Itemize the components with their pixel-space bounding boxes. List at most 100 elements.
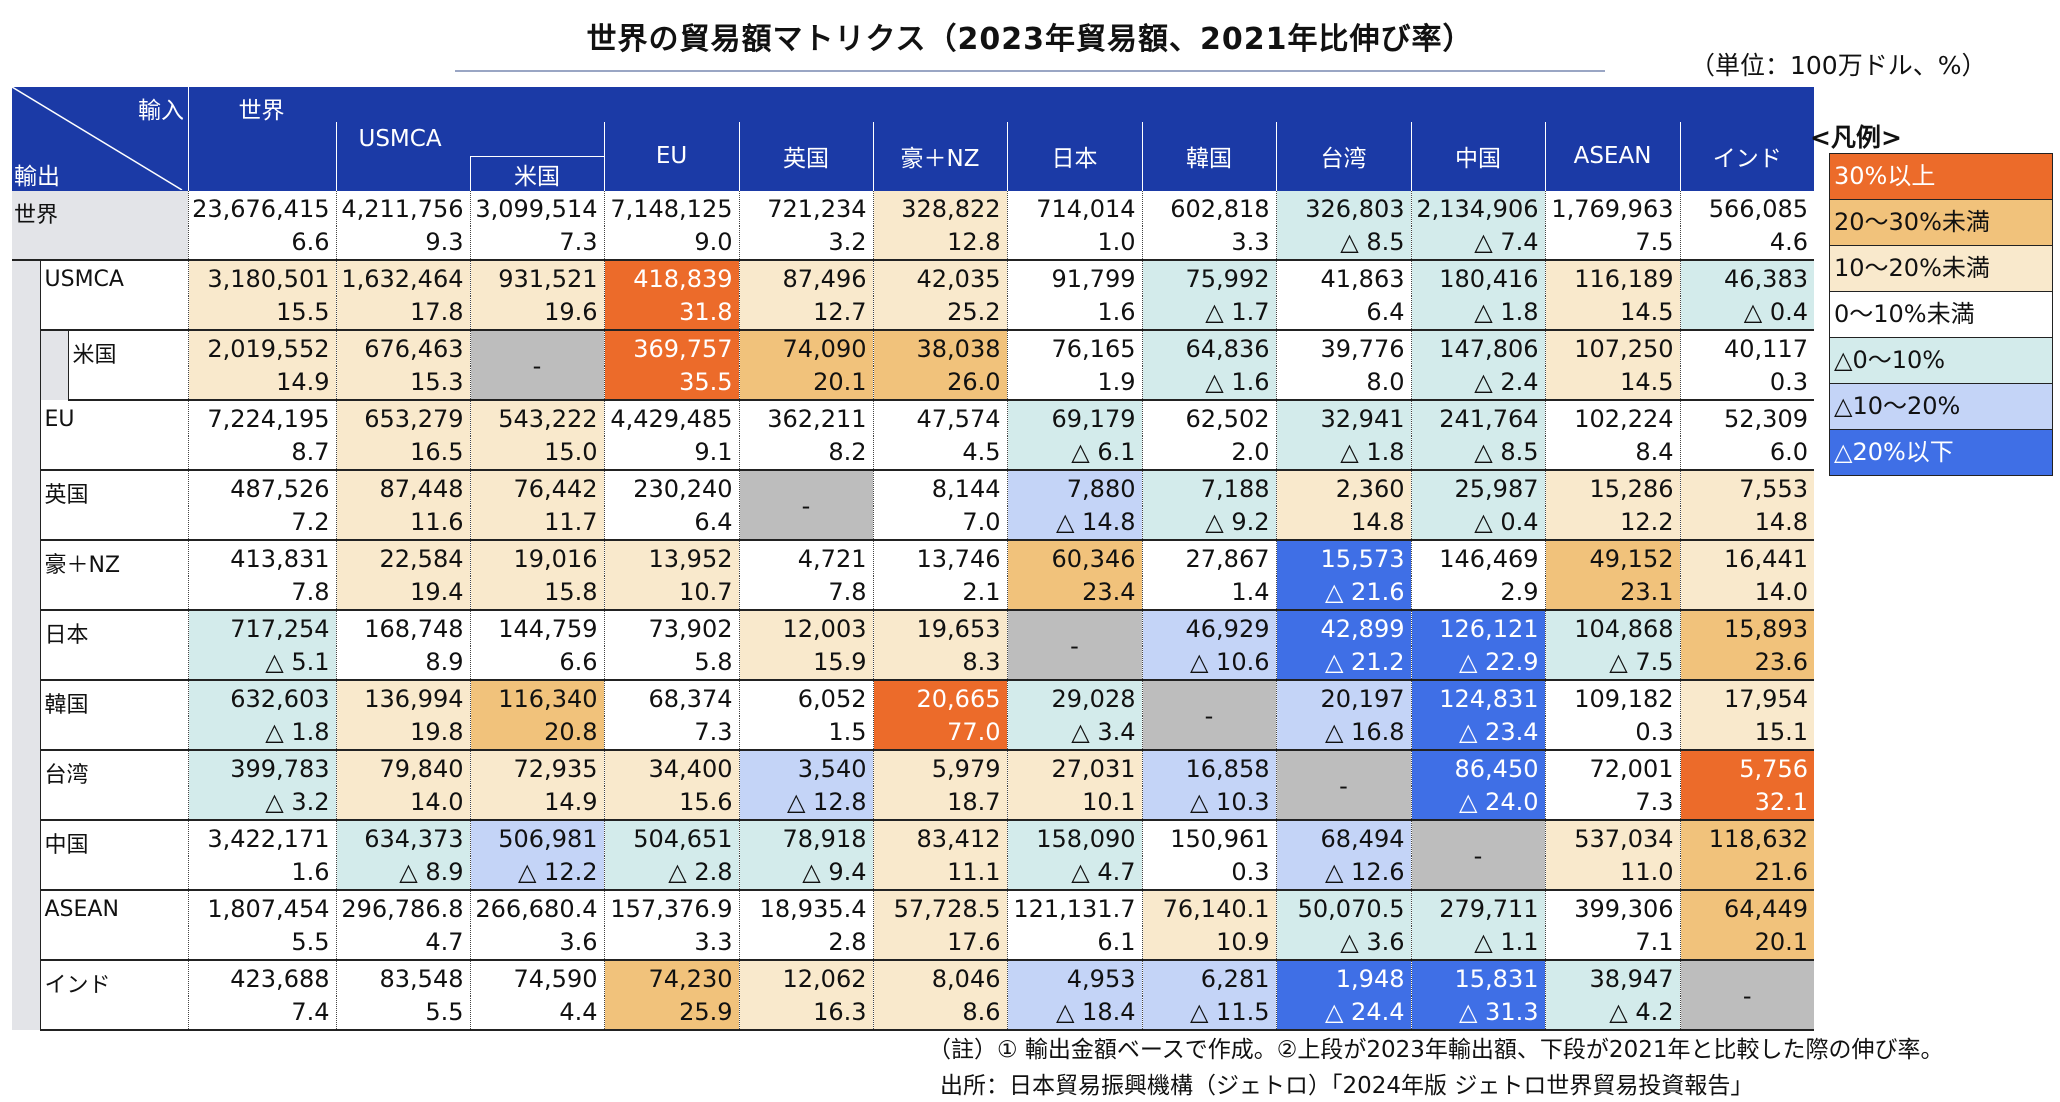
table-cell-growth: 23.1 xyxy=(1544,575,1680,611)
table-cell-growth: 11.0 xyxy=(1544,855,1680,891)
table-cell-growth: 14.8 xyxy=(1679,505,1814,541)
table-cell-growth: 1.5 xyxy=(738,715,873,751)
row-indent-strip xyxy=(12,469,41,540)
col-header-japan: 日本 xyxy=(1006,122,1142,191)
table-cell-value: 504,651 xyxy=(603,819,739,856)
table-cell-value: 76,442 xyxy=(469,469,604,506)
unit-label: （単位：100万ドル、%） xyxy=(1690,51,1987,80)
table-cell-value: 18,935.4 xyxy=(738,889,873,926)
table-cell-value: 5,756 xyxy=(1679,749,1814,786)
table-cell-value: 13,746 xyxy=(872,539,1007,576)
table-cell-value: 8,144 xyxy=(872,469,1007,506)
table-row-growth: 7.8 19.4 15.8 10.7 7.8 2.1 23.4 1.4 △ 21.6 2.9 23.… xyxy=(12,575,1814,611)
table-cell-value: 102,224 xyxy=(1544,399,1680,436)
table-cell-growth: △ 21.6 xyxy=(1275,575,1411,611)
table-cell-value: 1,948 xyxy=(1275,959,1411,996)
table-cell-growth: 7.0 xyxy=(872,505,1007,541)
table-cell-value: 168,748 xyxy=(335,609,470,646)
table-cell-growth: 12.7 xyxy=(738,295,873,331)
table-cell-value: 266,680.4 xyxy=(469,889,604,926)
table-cell-value: 296,786.8 xyxy=(335,889,470,926)
table-row-growth: 15.5 17.8 19.6 31.8 12.7 25.2 1.6 △ 1.7 6.4 △ 1.8… xyxy=(12,295,1814,331)
table-cell-growth: △ 7.4 xyxy=(1410,225,1545,261)
table-cell-growth: 11.7 xyxy=(469,505,604,541)
table-cell-value: 241,764 xyxy=(1410,399,1545,436)
table-cell-growth: △ 12.8 xyxy=(738,785,873,821)
table-cell-value: 42,035 xyxy=(872,259,1007,296)
row-indent-strip xyxy=(12,679,41,750)
row-indent-strip xyxy=(12,399,41,470)
table-cell-growth: 8.9 xyxy=(335,645,470,681)
table-row-growth: 5.5 4.7 3.6 3.3 2.8 17.6 6.1 10.9 △ 3.6 △ 1.1 7.1 2… xyxy=(12,925,1814,961)
table-cell-value: 4,721 xyxy=(738,539,873,576)
table-cell-growth: 7.4 xyxy=(187,995,336,1031)
table-cell-growth: 10.7 xyxy=(603,575,739,611)
table-cell-growth: 1.6 xyxy=(187,855,336,891)
table-cell-growth: 8.0 xyxy=(1275,365,1411,401)
table-cell-value: 116,189 xyxy=(1544,259,1680,296)
table-cell-growth: 11.6 xyxy=(335,505,470,541)
table-cell-value: 50,070.5 xyxy=(1275,889,1411,926)
table-cell-value: 7,148,125 xyxy=(603,190,739,226)
row-header-label: 韓国 xyxy=(40,679,188,751)
table-cell-growth: △ 8.9 xyxy=(335,855,470,891)
legend-item: 20〜30%未満 xyxy=(1830,200,2052,246)
table-cell-value: 75,992 xyxy=(1141,259,1276,296)
table-cell-growth: 2.0 xyxy=(1141,435,1276,471)
table-cell-growth: △ 3.6 xyxy=(1275,925,1411,961)
table-cell-growth: △ 8.5 xyxy=(1410,435,1545,471)
table-cell-value: 116,340 xyxy=(469,679,604,716)
table-cell-growth: △ 22.9 xyxy=(1410,645,1545,681)
table-cell-na: - xyxy=(469,329,604,401)
table-cell-growth: 0.3 xyxy=(1679,365,1814,401)
table-cell-value: 15,573 xyxy=(1275,539,1411,576)
row-header-label: インド xyxy=(40,959,188,1031)
table-row-growth: 14.9 15.3 35.5 20.1 26.0 1.9 △ 1.6 8.0 △ 2.4 14.5… xyxy=(12,365,1814,401)
table-row: 世界 23,676,415 4,211,756 3,099,514 7,148,125 7… xyxy=(12,190,1814,261)
table-cell-value: 76,140.1 xyxy=(1141,889,1276,926)
table-cell-value: 57,728.5 xyxy=(872,889,1007,926)
table-cell-value: 64,449 xyxy=(1679,889,1814,926)
table-cell-growth: △ 5.1 xyxy=(187,645,336,681)
table-cell-value: 714,014 xyxy=(1006,190,1142,226)
table-row-growth: 6.6 9.3 7.3 9.0 3.2 12.8 1.0 3.3 △ 8.5 △ 7.4 7.5 4.… xyxy=(12,225,1814,261)
table-cell-growth: 2.1 xyxy=(872,575,1007,611)
table-cell-growth: 19.8 xyxy=(335,715,470,751)
table-cell-value: 4,429,485 xyxy=(603,399,739,436)
table-row: 中国 3,422,171 634,373 506,981 504,651 78,918 83… xyxy=(12,819,1814,891)
table-cell-value: 73,902 xyxy=(603,609,739,646)
row-indent-strip xyxy=(12,609,41,680)
table-cell-growth: 4.7 xyxy=(335,925,470,961)
table-cell-growth: 17.6 xyxy=(872,925,1007,961)
table-cell-value: 79,840 xyxy=(335,749,470,786)
col-header-aus-nz: 豪＋NZ xyxy=(872,122,1007,191)
header-usmca-blank xyxy=(335,156,470,191)
row-indent-strip xyxy=(12,329,41,400)
table-cell-value: 124,831 xyxy=(1410,679,1545,716)
table-cell-growth: 16.3 xyxy=(738,995,873,1031)
table-cell-value: 150,961 xyxy=(1141,819,1276,856)
col-header-taiwan: 台湾 xyxy=(1275,122,1411,191)
table-cell-value: 13,952 xyxy=(603,539,739,576)
table-cell-value: 2,134,906 xyxy=(1410,190,1545,226)
row-header-label: 中国 xyxy=(40,819,188,891)
table-cell-growth: 7.8 xyxy=(738,575,873,611)
table-cell-value: 399,783 xyxy=(187,749,336,786)
table-cell-value: 87,496 xyxy=(738,259,873,296)
table-cell-growth: △ 24.4 xyxy=(1275,995,1411,1031)
table-cell-value: 32,941 xyxy=(1275,399,1411,436)
table-cell-value: 38,038 xyxy=(872,329,1007,366)
table-cell-value: 6,052 xyxy=(738,679,873,716)
table-cell-value: 40,117 xyxy=(1679,329,1814,366)
table-cell-value: 158,090 xyxy=(1006,819,1142,856)
row-header-label: 英国 xyxy=(40,469,188,541)
table-cell-value: 653,279 xyxy=(335,399,470,436)
table-cell-value: 74,590 xyxy=(469,959,604,996)
table-cell-growth: 32.1 xyxy=(1679,785,1814,821)
table-cell-value: 4,211,756 xyxy=(335,190,470,226)
table-cell-growth: 4.5 xyxy=(872,435,1007,471)
table-cell-value: 104,868 xyxy=(1544,609,1680,646)
table-cell-growth: 14.0 xyxy=(335,785,470,821)
col-header-china: 中国 xyxy=(1410,122,1545,191)
source-note: 出所：日本貿易振興機構（ジェトロ）「2024年版 ジェトロ世界貿易投資報告」 xyxy=(940,1073,1754,1099)
